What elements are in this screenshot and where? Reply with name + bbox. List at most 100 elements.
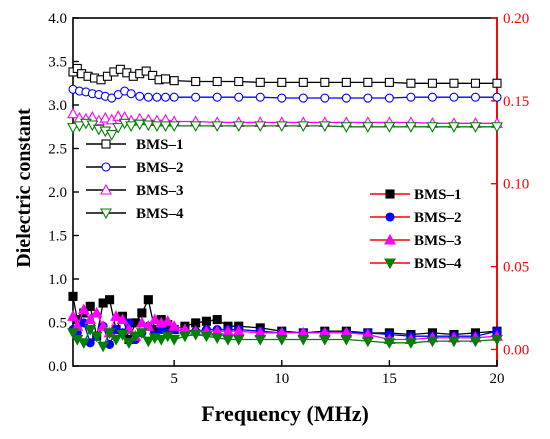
- data-point: [297, 121, 310, 133]
- data-point: [161, 315, 174, 326]
- legend-entry: BMS–4: [370, 256, 462, 272]
- data-point: [427, 92, 437, 102]
- data-point: [168, 121, 181, 133]
- data-point: [90, 331, 103, 343]
- legend-label: BMS–2: [414, 210, 462, 226]
- data-point: [211, 333, 224, 344]
- data-point: [492, 78, 502, 88]
- y-right-tick-label: 0.15: [503, 94, 529, 110]
- data-point: [77, 303, 90, 315]
- data-point: [84, 324, 97, 336]
- data-point: [234, 76, 244, 87]
- data-point: [200, 331, 213, 343]
- x-tick-label: 5: [170, 371, 178, 387]
- data-point: [152, 92, 162, 102]
- data-point: [275, 334, 288, 346]
- legend-entry: BMS–1: [370, 187, 462, 203]
- data-point: [254, 121, 267, 133]
- data-point: [126, 89, 136, 99]
- legend-label: BMS–3: [414, 233, 462, 249]
- data-point: [275, 121, 288, 133]
- data-point: [77, 338, 90, 349]
- data-point: [148, 313, 161, 325]
- legend-label: BMS–3: [136, 183, 184, 199]
- data-point: [363, 77, 373, 87]
- y-left-tick-label: 1.0: [48, 272, 67, 288]
- data-point: [448, 122, 460, 133]
- legend-label: BMS–1: [136, 137, 184, 153]
- data-point: [361, 336, 374, 348]
- y-left-tick-label: 0.5: [48, 316, 67, 332]
- data-point: [426, 122, 439, 133]
- data-point: [234, 92, 244, 102]
- data-point: [297, 334, 310, 346]
- series-layer: [67, 63, 503, 353]
- data-point: [143, 92, 153, 102]
- y-left-tick-label: 2.0: [48, 185, 67, 201]
- data-point: [189, 329, 202, 341]
- series-right-4: [67, 324, 503, 353]
- data-point: [384, 77, 394, 87]
- data-point: [135, 328, 148, 339]
- data-point: [67, 107, 79, 119]
- data-point: [449, 78, 459, 88]
- legend-entry: BMS–2: [370, 210, 462, 226]
- data-point: [406, 78, 416, 88]
- data-point: [341, 93, 351, 103]
- legend-marker: [100, 183, 112, 195]
- data-point: [142, 336, 155, 348]
- data-point: [277, 93, 287, 103]
- y-left-tick-label: 3.0: [48, 98, 67, 114]
- legend-entry: BMS–2: [86, 160, 184, 176]
- data-point: [97, 320, 110, 331]
- legend-marker: [101, 139, 111, 149]
- legend-marker: [385, 189, 395, 199]
- data-point: [99, 111, 112, 123]
- data-point: [277, 77, 287, 87]
- data-point: [123, 338, 135, 349]
- data-point: [383, 122, 396, 133]
- legend-marker: [101, 162, 111, 172]
- data-point: [142, 120, 155, 132]
- data-point: [160, 92, 171, 102]
- legend-label: BMS–1: [414, 187, 462, 203]
- data-point: [470, 92, 481, 102]
- data-point: [116, 313, 129, 325]
- legend-label: BMS–4: [136, 206, 184, 222]
- series-left-2: [68, 84, 502, 103]
- data-point: [427, 78, 437, 88]
- data-point: [318, 334, 331, 346]
- data-point: [189, 121, 202, 133]
- data-point: [406, 92, 416, 102]
- y-left-tick-label: 3.5: [48, 55, 67, 71]
- data-point: [469, 336, 482, 348]
- legend-entry: BMS–3: [370, 233, 462, 249]
- data-point: [470, 78, 481, 88]
- data-point: [133, 119, 146, 131]
- data-point: [361, 122, 374, 133]
- x-tick-label: 20: [490, 371, 505, 387]
- data-point: [255, 77, 265, 87]
- data-point: [212, 315, 222, 325]
- data-point: [143, 295, 153, 305]
- data-point: [320, 77, 330, 87]
- data-point: [404, 338, 417, 349]
- data-point: [85, 301, 95, 311]
- x-axis-label: Frequency (MHz): [201, 401, 369, 426]
- data-point: [211, 121, 224, 133]
- data-point: [340, 122, 353, 133]
- series-left-1: [68, 63, 502, 88]
- legend-entry: BMS–4: [86, 206, 184, 222]
- legend-marker: [385, 212, 395, 222]
- data-point: [318, 121, 331, 133]
- series-left-4: [67, 118, 503, 141]
- data-point: [404, 122, 417, 133]
- data-point: [84, 313, 97, 325]
- legend-entry: BMS–3: [86, 183, 184, 199]
- data-point: [469, 122, 482, 133]
- data-point: [135, 91, 145, 101]
- data-point: [232, 334, 245, 346]
- data-point: [142, 320, 155, 331]
